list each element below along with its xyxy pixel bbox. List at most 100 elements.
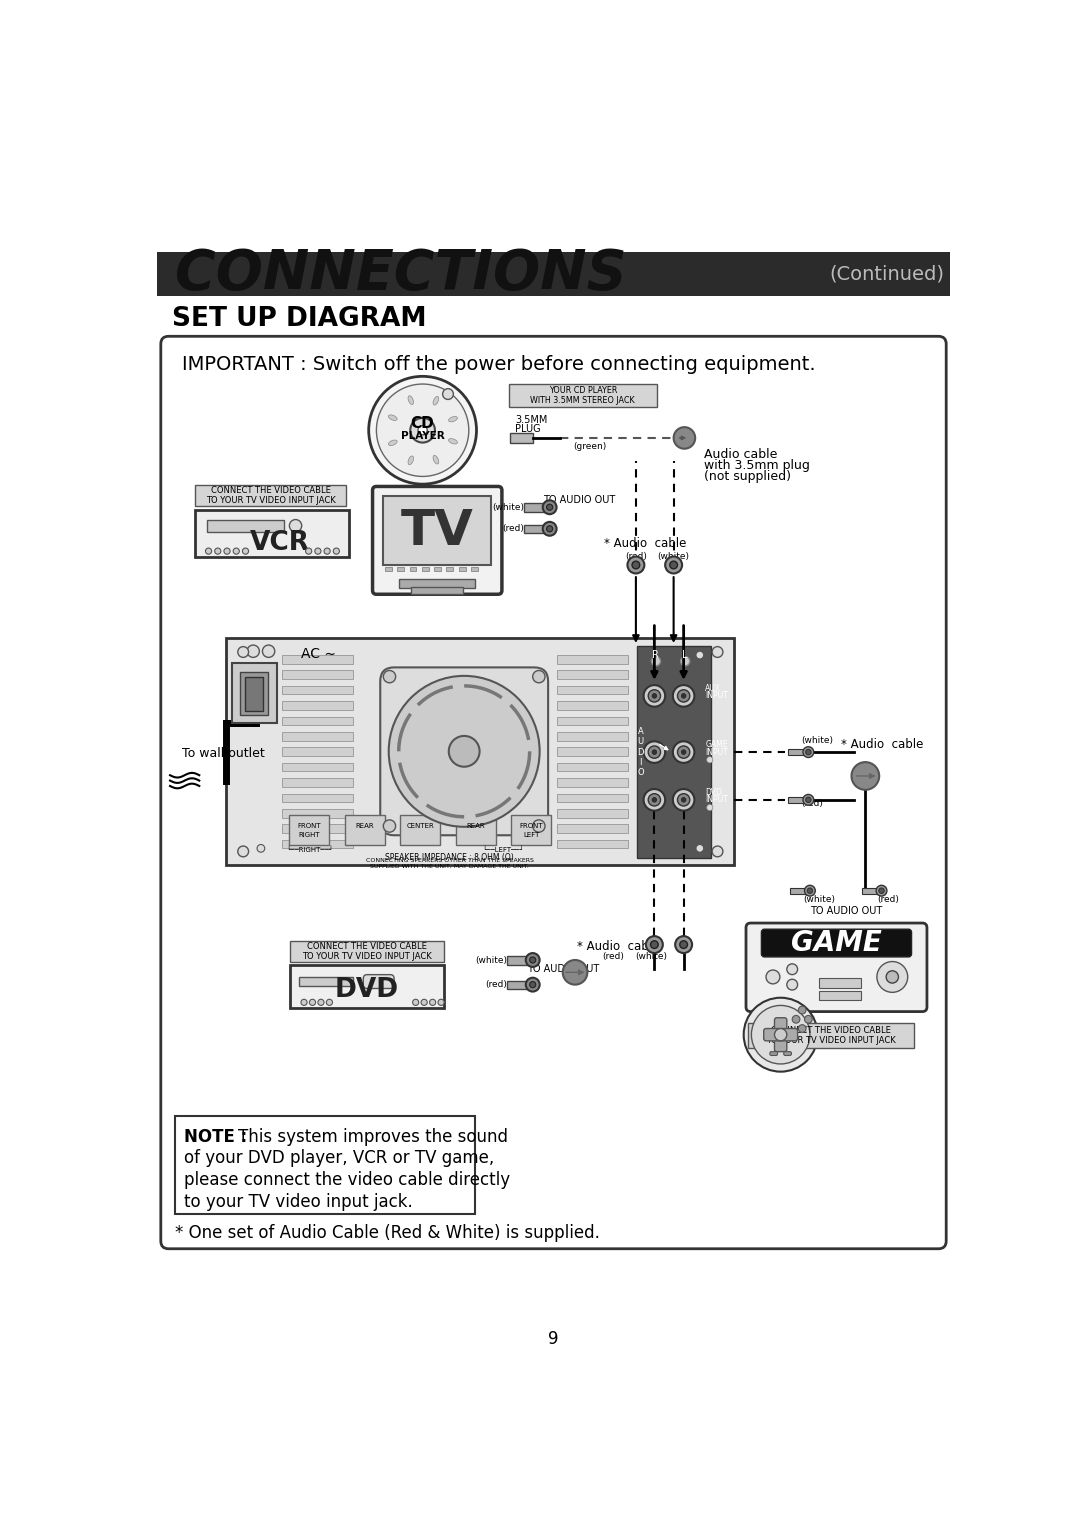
Circle shape <box>681 694 686 699</box>
Circle shape <box>807 889 812 893</box>
Circle shape <box>677 689 690 702</box>
Circle shape <box>665 556 683 573</box>
Text: RIGHT: RIGHT <box>298 832 321 838</box>
FancyBboxPatch shape <box>764 1028 798 1040</box>
Text: A
U
D
I
O: A U D I O <box>637 726 644 777</box>
Text: 9: 9 <box>549 1330 558 1348</box>
Circle shape <box>318 999 324 1005</box>
Text: (red): (red) <box>603 953 624 962</box>
Text: with 3.5mm plug: with 3.5mm plug <box>704 460 810 472</box>
Bar <box>557 809 629 818</box>
Circle shape <box>418 426 428 435</box>
Bar <box>557 671 629 679</box>
Circle shape <box>652 694 657 699</box>
Circle shape <box>368 377 476 484</box>
Text: REAR: REAR <box>467 823 485 829</box>
Text: GAME: GAME <box>791 928 882 958</box>
Bar <box>282 656 352 663</box>
Circle shape <box>706 804 713 810</box>
Bar <box>282 717 352 725</box>
Text: (Continued): (Continued) <box>829 265 945 283</box>
Bar <box>446 567 454 571</box>
Circle shape <box>673 789 694 810</box>
Text: REAR: REAR <box>355 823 374 829</box>
Circle shape <box>306 548 312 555</box>
Bar <box>282 778 352 787</box>
Text: INPUT: INPUT <box>705 795 728 804</box>
Bar <box>862 887 878 893</box>
Text: SPEAKER IMPEDANCE : 8 OHM (Ω): SPEAKER IMPEDANCE : 8 OHM (Ω) <box>386 853 514 863</box>
FancyBboxPatch shape <box>161 337 946 1249</box>
Circle shape <box>673 741 694 763</box>
Text: IMPORTANT : Switch off the power before connecting equipment.: IMPORTANT : Switch off the power before … <box>183 355 816 374</box>
Bar <box>383 496 491 565</box>
Ellipse shape <box>408 395 414 404</box>
FancyBboxPatch shape <box>761 930 912 958</box>
Bar <box>557 763 629 771</box>
Text: FRONT: FRONT <box>298 823 321 829</box>
Text: (white): (white) <box>475 956 508 965</box>
FancyBboxPatch shape <box>373 487 502 594</box>
Bar <box>524 525 548 533</box>
Bar <box>195 510 350 558</box>
Text: TO AUDIO OUT: TO AUDIO OUT <box>527 964 599 974</box>
Circle shape <box>696 844 704 852</box>
Bar <box>557 686 629 694</box>
Circle shape <box>787 964 798 974</box>
Ellipse shape <box>433 455 438 464</box>
Bar <box>557 732 629 740</box>
Circle shape <box>706 757 713 763</box>
Text: (red): (red) <box>801 800 823 809</box>
Circle shape <box>532 671 545 683</box>
Bar <box>232 663 278 723</box>
Text: PLAYER: PLAYER <box>401 430 445 441</box>
Circle shape <box>651 657 661 666</box>
Circle shape <box>752 1005 810 1063</box>
Circle shape <box>805 1016 812 1023</box>
Text: This system improves the sound: This system improves the sound <box>238 1128 508 1146</box>
Text: (not supplied): (not supplied) <box>704 470 791 483</box>
Circle shape <box>529 958 536 964</box>
Circle shape <box>627 556 645 573</box>
Text: NOTE :: NOTE : <box>184 1128 247 1146</box>
Bar <box>245 677 264 711</box>
Text: (white): (white) <box>801 735 834 745</box>
Circle shape <box>413 999 419 1005</box>
Circle shape <box>449 735 480 766</box>
Bar <box>397 567 404 571</box>
Circle shape <box>215 548 221 555</box>
Circle shape <box>674 427 696 449</box>
Text: TO AUDIO OUT: TO AUDIO OUT <box>543 495 616 504</box>
Circle shape <box>679 941 688 948</box>
Bar <box>291 965 444 1008</box>
Text: (white): (white) <box>804 895 836 904</box>
Bar <box>637 647 712 858</box>
Text: please connect the video cable directly: please connect the video cable directly <box>184 1170 510 1189</box>
Text: to your TV video input jack.: to your TV video input jack. <box>184 1192 413 1210</box>
Bar <box>226 639 734 866</box>
Circle shape <box>309 999 315 1005</box>
Text: CONNECT THE VIDEO CABLE
TO YOUR TV VIDEO INPUT JACK: CONNECT THE VIDEO CABLE TO YOUR TV VIDEO… <box>302 942 432 961</box>
Circle shape <box>563 961 588 985</box>
Text: To wall outlet: To wall outlet <box>183 748 265 760</box>
Circle shape <box>851 761 879 791</box>
Text: AC ∼: AC ∼ <box>301 647 336 660</box>
Text: PLUG: PLUG <box>515 424 541 434</box>
Circle shape <box>383 820 395 832</box>
Circle shape <box>793 1016 800 1023</box>
Bar <box>511 434 534 443</box>
FancyBboxPatch shape <box>746 924 927 1011</box>
Bar <box>282 809 352 818</box>
Text: CONNECT THE VIDEO CABLE
TO YOUR TV VIDEO INPUT JACK: CONNECT THE VIDEO CABLE TO YOUR TV VIDEO… <box>766 1026 895 1045</box>
Text: (white): (white) <box>635 953 667 962</box>
Circle shape <box>681 749 686 754</box>
Circle shape <box>543 501 556 515</box>
Circle shape <box>646 936 663 953</box>
Bar <box>434 567 441 571</box>
Circle shape <box>712 846 723 856</box>
Bar <box>557 824 629 833</box>
Text: CENTER: CENTER <box>406 823 434 829</box>
Circle shape <box>314 548 321 555</box>
Bar <box>282 824 352 833</box>
Bar <box>456 815 496 844</box>
